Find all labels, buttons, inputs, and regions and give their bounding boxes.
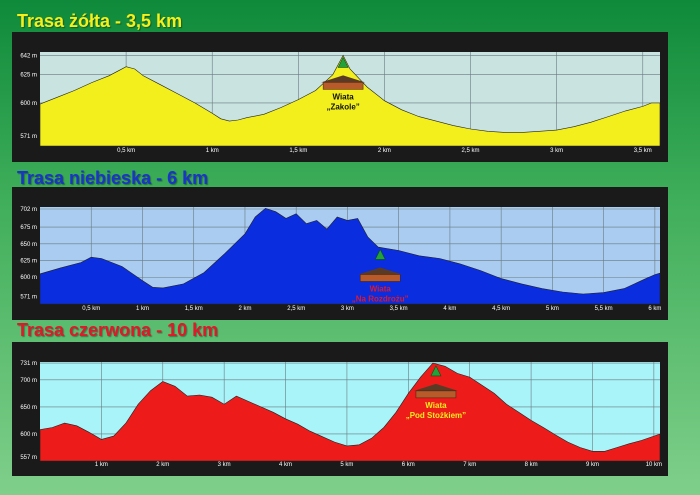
- x-tick-label: 1 km: [136, 306, 149, 312]
- x-tick-label: 1 km: [206, 148, 219, 154]
- x-tick-label: 2 km: [238, 306, 251, 312]
- x-tick-label: 2,5 km: [462, 148, 480, 154]
- shelter-icon: [359, 274, 401, 282]
- x-tick-label: 2 km: [156, 462, 169, 468]
- x-tick-label: 0,5 km: [82, 306, 100, 312]
- y-tick-label: 650 m: [20, 242, 37, 248]
- y-tick-label: 600 m: [20, 275, 37, 281]
- y-tick-label: 557 m: [20, 455, 37, 461]
- shelter-roof: [358, 267, 403, 275]
- x-tick-label: 3,5 km: [634, 148, 652, 154]
- elevation-chart-yellow: 0,5 km 1 km 1,5 km 2 km 2,5 km 3 km 3,5 km 642 …: [12, 32, 668, 162]
- chart-panel-blue: Trasa niebieska - 6 km 0,5 km 1 km 1,5 km 2…: [12, 168, 668, 320]
- chart-title: Trasa niebieska - 6 km: [17, 168, 209, 188]
- shelter-name: „Pod Stożkiem”: [406, 411, 466, 420]
- x-tick-label: 5 km: [340, 462, 353, 468]
- x-tick-label: 7 km: [463, 462, 476, 468]
- x-tick-label: 5 km: [546, 306, 559, 312]
- x-tick-label: 3 km: [218, 462, 231, 468]
- y-tick-label: 600 m: [20, 432, 37, 438]
- x-tick-label: 3 km: [550, 148, 563, 154]
- chart-title: Trasa żółta - 3,5 km: [17, 11, 183, 31]
- y-tick-label: 642 m: [20, 53, 37, 59]
- shelter-label: Wiata: [332, 92, 354, 101]
- y-tick-label: 731 m: [20, 361, 37, 367]
- shelter-label: Wiata: [370, 284, 392, 293]
- x-tick-label: 6 km: [648, 306, 661, 312]
- y-tick-label: 675 m: [20, 225, 37, 231]
- x-tick-label: 1,5 km: [289, 148, 307, 154]
- x-tick-label: 2 km: [378, 148, 391, 154]
- x-tick-label: 3,5 km: [390, 306, 408, 312]
- shelter-roof: [413, 383, 458, 391]
- x-tick-label: 6 km: [402, 462, 415, 468]
- elevation-area: [39, 54, 661, 147]
- x-tick-label: 4 km: [279, 462, 292, 468]
- x-tick-label: 1 km: [95, 462, 108, 468]
- elevation-area: [39, 362, 661, 462]
- x-tick-label: 4 km: [443, 306, 456, 312]
- y-tick-label: 650 m: [20, 405, 37, 411]
- tree-icon: [430, 365, 442, 377]
- y-tick-label: 702 m: [20, 207, 37, 213]
- tree-icon: [337, 56, 349, 68]
- y-tick-label: 571 m: [20, 134, 37, 140]
- y-tick-label: 571 m: [20, 295, 37, 301]
- x-tick-label: 9 km: [586, 462, 599, 468]
- shelter-icon: [322, 82, 364, 90]
- y-tick-label: 625 m: [20, 73, 37, 79]
- x-tick-label: 4,5 km: [492, 306, 510, 312]
- x-tick-label: 3 km: [341, 306, 354, 312]
- x-tick-label: 0,5 km: [117, 148, 135, 154]
- elevation-chart-blue: 0,5 km 1 km 1,5 km 2 km 2,5 km 3 km 3,5 km 4 km…: [12, 187, 668, 320]
- y-tick-label: 700 m: [20, 378, 37, 384]
- x-tick-label: 8 km: [525, 462, 538, 468]
- x-tick-label: 2,5 km: [287, 306, 305, 312]
- x-tick-label: 5,5 km: [595, 306, 613, 312]
- shelter-name: „Na Rozdrożu”: [352, 294, 409, 303]
- x-tick-label: 1,5 km: [185, 306, 203, 312]
- y-tick-label: 625 m: [20, 259, 37, 265]
- elevation-area: [39, 207, 661, 305]
- x-tick-label: 10 km: [646, 462, 662, 468]
- shelter-icon: [415, 390, 457, 399]
- shelter-label: Wiata: [425, 401, 447, 410]
- chart-panel-yellow: Trasa żółta - 3,5 km 0,5 km 1 km 1,5 km 2 k…: [0, 0, 700, 165]
- shelter-name: „Zakole”: [326, 102, 359, 111]
- chart-title: Trasa czerwona - 10 km: [17, 320, 219, 340]
- shelter-roof: [321, 75, 366, 83]
- tree-icon: [374, 248, 386, 260]
- y-tick-label: 600 m: [20, 101, 37, 107]
